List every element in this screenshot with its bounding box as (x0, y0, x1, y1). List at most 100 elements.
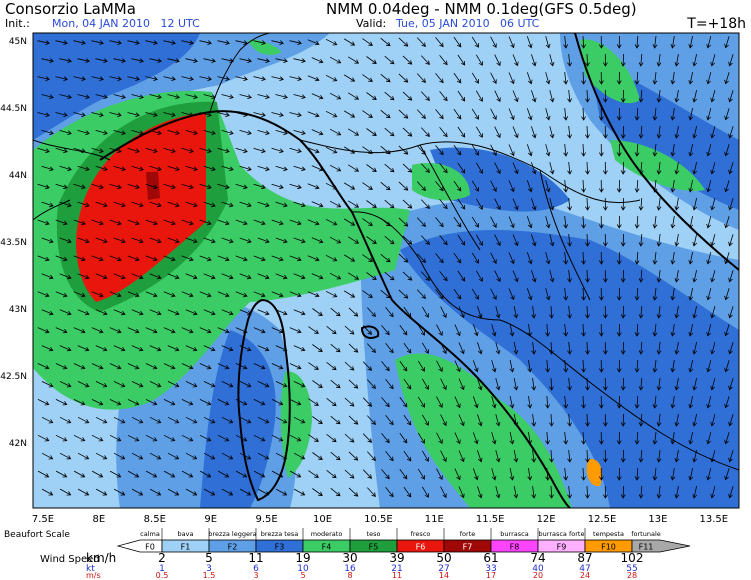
wind-arrow (513, 414, 519, 427)
wind-arrow (598, 215, 604, 229)
wind-arrow (199, 76, 212, 81)
lon-label: 11E (425, 514, 444, 525)
wind-arrow (436, 360, 443, 372)
wind-arrow (109, 40, 122, 45)
wind-arrow (457, 126, 466, 138)
unit-label: m/s (86, 571, 101, 580)
wind-arrow (181, 40, 194, 45)
wind-arrow (343, 182, 356, 190)
wind-arrow (366, 272, 377, 280)
wind-arrow (638, 161, 644, 175)
wind-arrow (710, 270, 716, 283)
wind-arrow (490, 144, 497, 156)
wind-arrow (545, 144, 551, 157)
wind-arrow (217, 76, 230, 81)
wind-arrow (440, 342, 447, 355)
wind-arrow (674, 126, 680, 139)
wind-arrow (203, 309, 216, 316)
map-frame (32, 32, 740, 509)
wind-arrow (275, 452, 288, 460)
wind-arrow (585, 125, 590, 139)
wind-arrow (348, 343, 359, 353)
wind-arrow (235, 219, 248, 226)
wind-arrow (638, 413, 644, 427)
wind-arrow (402, 127, 413, 137)
wind-arrow (91, 363, 104, 370)
wind-arrow (362, 74, 373, 82)
wind-arrow (490, 108, 497, 120)
wind-arrow (145, 399, 158, 406)
wind-arrow (167, 345, 180, 352)
wind-arrow (602, 197, 608, 211)
wind-arrow (403, 414, 412, 426)
wind-arrow (531, 54, 537, 67)
wind-arrow (127, 147, 140, 154)
wind-arrow (380, 145, 391, 155)
wind-arrow (185, 345, 198, 352)
wind-arrow (508, 252, 515, 265)
wind-arrow (513, 450, 519, 463)
wind-arrow (724, 180, 730, 193)
wind-arrow (692, 306, 698, 319)
wind-arrow (343, 74, 356, 82)
wind-arrow (513, 486, 519, 499)
wind-arrow (616, 431, 622, 445)
wind-arrow (380, 289, 391, 299)
wind-arrow (477, 306, 483, 319)
wind-arrow (421, 414, 429, 426)
wind-arrow (563, 35, 569, 49)
wind-arrow (113, 309, 126, 316)
wind-arrow (581, 35, 586, 49)
wind-arrow (362, 38, 373, 46)
wind-arrow (620, 53, 626, 67)
wind-arrow (620, 233, 626, 247)
wind-arrow (527, 324, 533, 337)
wind-arrow (545, 323, 550, 337)
wind-arrow (59, 201, 72, 208)
wind-arrow (344, 397, 355, 407)
wind-arrow (674, 414, 680, 427)
wind-arrow (435, 217, 444, 228)
wind-arrow (326, 325, 337, 335)
wind-arrow (185, 94, 198, 99)
wind-arrow (620, 485, 626, 499)
wind-arrow (145, 327, 158, 334)
wind-arrow (728, 90, 734, 103)
wind-arrow (549, 377, 554, 391)
wind-arrow (385, 343, 394, 354)
speed-value: 3 (253, 571, 258, 580)
wind-arrow (402, 271, 413, 281)
wind-arrow (362, 325, 373, 335)
wind-arrow (325, 290, 338, 298)
wind-arrow (724, 288, 730, 301)
wind-arrow (656, 53, 662, 67)
wind-arrow (59, 345, 72, 352)
wind-arrow (203, 165, 216, 172)
wind-arrow (472, 468, 479, 481)
speed-value: 28 (627, 571, 637, 580)
scale-code: F11 (639, 543, 654, 552)
wind-arrow (495, 486, 501, 499)
wind-arrow (181, 76, 194, 81)
scale-code: F9 (557, 543, 567, 552)
wind-arrow (674, 270, 680, 283)
wind-arrow (652, 215, 658, 229)
wind-arrow (253, 40, 266, 45)
wind-arrow (131, 165, 144, 172)
wind-arrow (494, 234, 501, 247)
wind-arrow (638, 485, 644, 499)
wind-arrow (710, 306, 716, 319)
wind-arrow (602, 485, 608, 499)
scale-code: F3 (275, 543, 285, 552)
lead-time: T=+18h (686, 16, 746, 32)
wind-arrow (163, 40, 176, 45)
wind-arrow (508, 36, 515, 49)
wind-arrow (563, 71, 569, 85)
field-area (33, 33, 200, 140)
field-area (395, 353, 572, 508)
wind-arrow (512, 162, 519, 175)
wind-arrow (416, 289, 426, 299)
wind-arrow (527, 360, 533, 373)
speed-value: 16 (344, 564, 356, 574)
